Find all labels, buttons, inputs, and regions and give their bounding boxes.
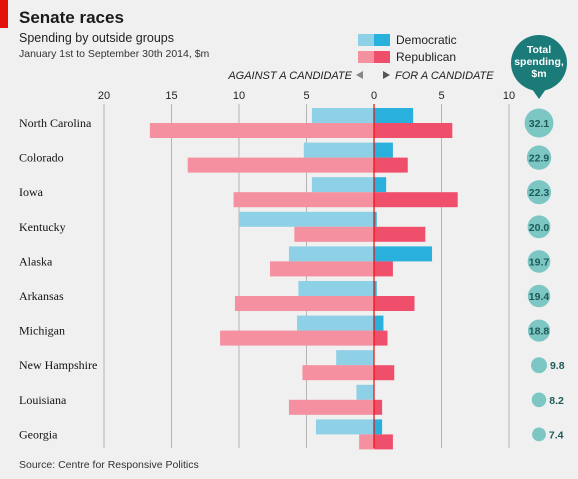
row-label: Kentucky	[19, 220, 66, 234]
bar-dem-against	[311, 108, 374, 123]
bar-dem-for	[374, 315, 384, 331]
bar-dem-for	[374, 419, 383, 435]
bar-rep-for	[374, 226, 426, 242]
bar-dem-for	[374, 108, 414, 123]
total-header-text: $m	[531, 68, 546, 80]
bar-dem-against	[288, 246, 374, 262]
total-value: 18.8	[529, 326, 550, 338]
bar-dem-against	[297, 315, 374, 331]
total-header-pointer	[532, 89, 546, 99]
row-label: Iowa	[19, 185, 44, 199]
bar-dem-against	[298, 281, 374, 296]
bar-rep-for	[374, 399, 383, 415]
bar-rep-for	[374, 192, 458, 208]
bar-rep-for	[374, 330, 388, 346]
row-label: Alaska	[19, 254, 53, 268]
brand-tab	[0, 0, 8, 28]
arrow-left-icon	[356, 71, 363, 79]
bar-dem-against	[356, 384, 374, 400]
total-bubble	[527, 319, 551, 342]
bar-dem-against	[239, 211, 374, 227]
x-tick-label: 0	[371, 90, 377, 102]
legend-label-republican: Republican	[396, 50, 457, 64]
total-value: 22.3	[529, 187, 550, 199]
total-bubble	[524, 108, 554, 138]
total-bubble	[531, 392, 547, 408]
total-header-text: Total	[527, 44, 551, 56]
chart-title: Senate races	[19, 8, 124, 27]
x-tick-label: 15	[165, 90, 177, 102]
bar-rep-against	[233, 192, 374, 208]
legend-democratic: Democratic	[358, 33, 457, 47]
total-value: 7.4	[549, 429, 564, 441]
bar-dem-against	[315, 419, 374, 435]
bar-rep-against	[220, 330, 374, 346]
bar-dem-against	[336, 350, 374, 366]
bar-dem-against	[303, 142, 374, 158]
total-value: 32.1	[529, 118, 550, 130]
legend-label-democratic: Democratic	[396, 33, 457, 47]
total-bubble	[527, 215, 551, 239]
total-bubble	[532, 427, 546, 442]
total-value: 8.2	[549, 395, 564, 407]
bar-rep-for	[374, 365, 395, 381]
bar-rep-against	[270, 261, 374, 277]
total-bubble	[527, 250, 551, 273]
row-label: Georgia	[19, 427, 58, 441]
x-tick-label: 10	[233, 90, 245, 102]
bar-rep-against	[187, 157, 374, 173]
total-bubble	[526, 180, 552, 205]
total-header-text: spending,	[514, 56, 564, 68]
row-label: Arkansas	[19, 289, 64, 303]
legend-republican: Republican	[358, 50, 456, 64]
bar-rep-against	[149, 123, 374, 138]
bar-rep-for	[374, 157, 408, 173]
total-value: 19.7	[529, 256, 550, 268]
legend-swatch-dem-for	[374, 34, 390, 46]
x-tick-label: 10	[503, 90, 515, 102]
bar-rep-against	[302, 365, 374, 381]
legend-swatch-rep-against	[358, 51, 374, 63]
bar-dem-for	[374, 281, 377, 296]
direction-for-label: FOR A CANDIDATE	[395, 70, 494, 82]
bar-rep-against	[288, 399, 374, 415]
bar-dem-for	[374, 142, 393, 158]
source-note: Source: Centre for Responsive Politics	[19, 459, 199, 471]
legend-swatch-rep-for	[374, 51, 390, 63]
bar-rep-against	[294, 226, 374, 242]
total-value: 22.9	[529, 153, 550, 165]
row-label: Louisiana	[19, 393, 67, 407]
direction-against-label: AGAINST A CANDIDATE	[227, 70, 352, 82]
total-bubble	[526, 145, 552, 170]
bar-rep-for	[374, 261, 393, 277]
row-label: New Hampshire	[19, 358, 97, 372]
chart-date-note: January 1st to September 30th 2014, $m	[19, 48, 210, 60]
bar-dem-for	[374, 211, 377, 227]
total-value: 19.4	[529, 291, 550, 303]
x-tick-label: 20	[98, 90, 110, 102]
bar-dem-for	[374, 177, 387, 193]
total-value: 9.8	[550, 360, 565, 372]
bar-rep-for	[374, 123, 453, 138]
bar-dem-for	[374, 246, 433, 262]
row-label: Colorado	[19, 151, 64, 165]
row-label: North Carolina	[19, 116, 92, 130]
total-value: 20.0	[529, 222, 550, 234]
total-header-bubble	[511, 35, 567, 91]
total-bubble	[527, 284, 551, 308]
bar-dem-against	[311, 177, 374, 193]
bar-rep-for	[374, 296, 415, 311]
arrow-right-icon	[383, 71, 390, 79]
x-tick-label: 5	[303, 90, 309, 102]
bar-rep-for	[374, 434, 393, 450]
total-bubble	[531, 357, 547, 374]
chart-subtitle: Spending by outside groups	[19, 31, 174, 45]
x-tick-label: 5	[438, 90, 444, 102]
bar-rep-against	[359, 434, 374, 450]
row-label: Michigan	[19, 324, 65, 338]
bar-rep-against	[234, 296, 374, 311]
legend-swatch-dem-against	[358, 34, 374, 46]
